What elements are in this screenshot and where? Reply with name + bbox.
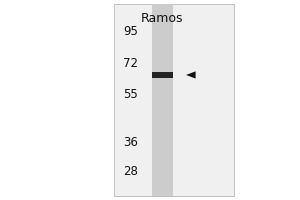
Bar	[152, 72, 172, 78]
Text: 72: 72	[123, 57, 138, 70]
Text: 28: 28	[123, 165, 138, 178]
Bar	[114, 4, 234, 196]
Polygon shape	[186, 71, 196, 79]
Text: 36: 36	[123, 136, 138, 149]
Bar	[152, 4, 172, 196]
Text: 55: 55	[123, 88, 138, 101]
Text: 95: 95	[123, 25, 138, 38]
Text: Ramos: Ramos	[141, 12, 183, 25]
